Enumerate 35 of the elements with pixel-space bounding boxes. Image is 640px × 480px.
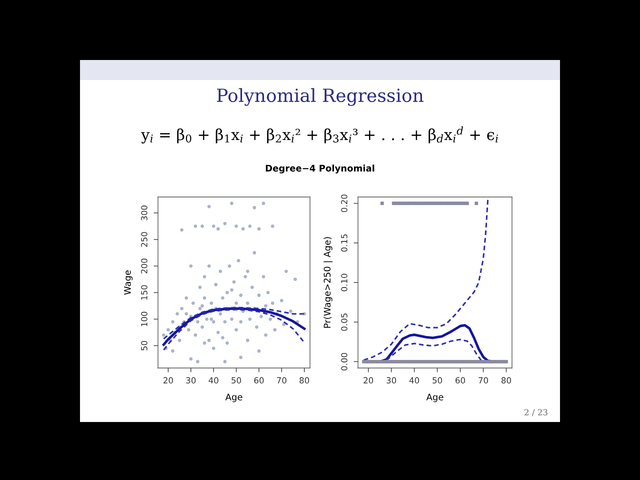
- line-series: [162, 307, 306, 346]
- text: 2 / 23: [524, 409, 548, 416]
- y-axis-title: Pr(Wage>250 | Age): [324, 237, 333, 328]
- x-tick-label: 40: [208, 377, 218, 384]
- x-tick-label: 50: [232, 377, 242, 384]
- x-axis-title: Age: [426, 394, 444, 402]
- x-tick-label: 80: [502, 377, 511, 384]
- line-series: [162, 308, 306, 351]
- x-axis-title: Age: [225, 394, 242, 402]
- x-tick-label: 30: [186, 377, 196, 384]
- y-tick-label: 0.05: [341, 314, 348, 331]
- x-tick-label: 40: [409, 377, 420, 384]
- y-tick-label: 150: [141, 285, 148, 300]
- y-tick-label: 200: [141, 258, 148, 274]
- x-tick-label: 20: [164, 377, 173, 384]
- chart-title: Polynomial Regression: [217, 88, 424, 106]
- text: y$_{i}$ = β$_{0}$ + β$_{1}$x$_{i}$ + β$_{2}$x$_{i}$² + β$_{3}$x$_{i}$³ + . . . + β$_{d}$x$_{i}$$^{d}$ + ϵ$_{i}$: [141, 126, 498, 144]
- x-tick-label: 60: [456, 377, 466, 384]
- y-tick-label: 100: [141, 312, 148, 326]
- y-tick-label: 0.00: [341, 352, 348, 370]
- y-tick-label: 250: [141, 232, 148, 247]
- x-tick-label: 70: [478, 377, 488, 384]
- y-tick-label: 50: [141, 340, 148, 350]
- y-axis-title: Wage: [124, 270, 133, 295]
- x-tick-label: 20: [364, 377, 374, 384]
- x-tick-label: 70: [277, 377, 286, 384]
- y-tick-label: 0.15: [341, 234, 348, 252]
- y-tick-label: 0.10: [341, 274, 348, 292]
- y-tick-label: 0.20: [341, 194, 348, 212]
- x-tick-label: 60: [254, 377, 264, 384]
- x-tick-label: 80: [300, 377, 310, 384]
- x-tick-label: 30: [386, 377, 396, 384]
- x-tick-label: 50: [432, 377, 442, 384]
- y-tick-label: 300: [141, 206, 148, 220]
- text: Degree−4 Polynomial: [266, 164, 374, 174]
